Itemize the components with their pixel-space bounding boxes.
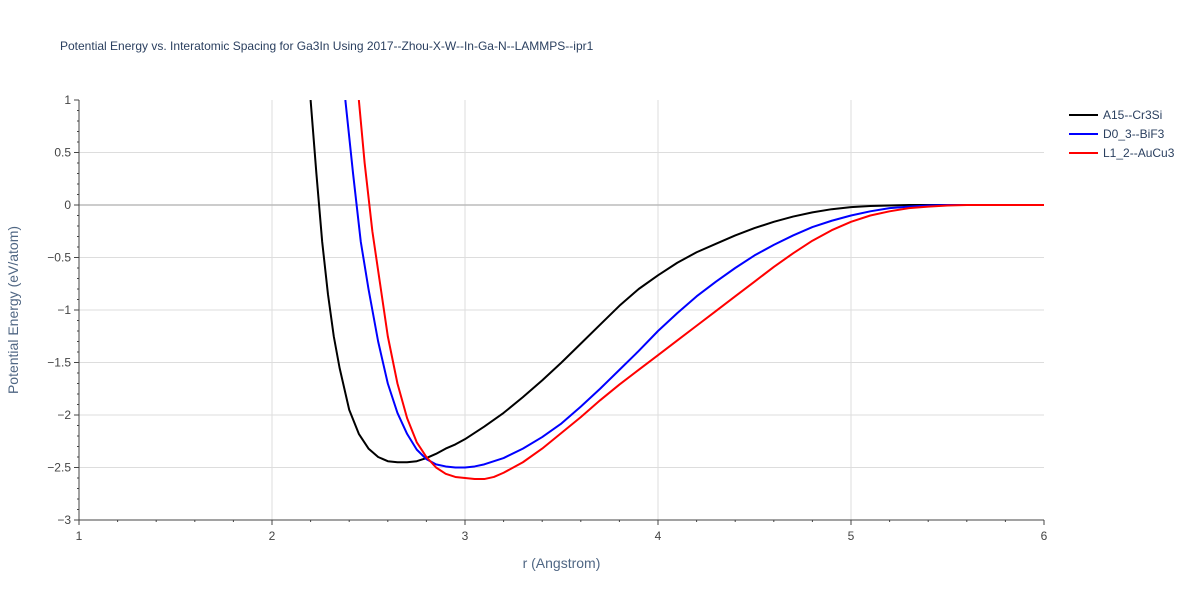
y-tick-label: −3 <box>57 513 71 527</box>
x-tick-label: 5 <box>848 529 855 543</box>
y-tick-label: −2 <box>57 408 71 422</box>
y-tick-label: −2.5 <box>47 461 71 475</box>
y-axis-title: Potential Energy (eV/atom) <box>5 226 21 394</box>
x-tick-labels: 1 2 3 4 5 6 <box>76 529 1048 543</box>
x-axis-title: r (Angstrom) <box>523 555 601 571</box>
legend-item[interactable]: D0_3--BiF3 <box>1069 127 1165 141</box>
series-line-1 <box>309 100 1044 464</box>
x-tick-label: 2 <box>269 529 276 543</box>
y-tick-label: 0 <box>64 198 71 212</box>
y-tick-label: 1 <box>64 93 71 107</box>
legend-item[interactable]: A15--Cr3Si <box>1069 108 1162 122</box>
x-tick-label: 4 <box>655 529 662 543</box>
series-line-3 <box>357 100 1044 481</box>
plot-area <box>309 100 1044 481</box>
legend-label: L1_2--AuCu3 <box>1103 146 1175 160</box>
legend-label: A15--Cr3Si <box>1103 108 1162 122</box>
axes <box>74 99 1045 525</box>
legend[interactable]: A15--Cr3Si D0_3--BiF3 L1_2--AuCu3 <box>1069 108 1175 160</box>
chart-title: Potential Energy vs. Interatomic Spacing… <box>60 39 594 53</box>
legend-label: D0_3--BiF3 <box>1103 127 1165 141</box>
y-tick-labels: 1 0.5 0 −0.5 −1 −1.5 −2 −2.5 −3 <box>47 93 71 527</box>
y-tick-label: −0.5 <box>47 251 71 265</box>
series-line-2 <box>344 100 1044 469</box>
y-tick-label: −1 <box>57 303 71 317</box>
series-lines <box>309 100 1044 481</box>
y-tick-label: −1.5 <box>47 356 71 370</box>
x-tick-label: 3 <box>462 529 469 543</box>
y-tick-label: 0.5 <box>54 146 71 160</box>
legend-item[interactable]: L1_2--AuCu3 <box>1069 146 1175 160</box>
x-tick-label: 6 <box>1041 529 1048 543</box>
x-tick-label: 1 <box>76 529 83 543</box>
